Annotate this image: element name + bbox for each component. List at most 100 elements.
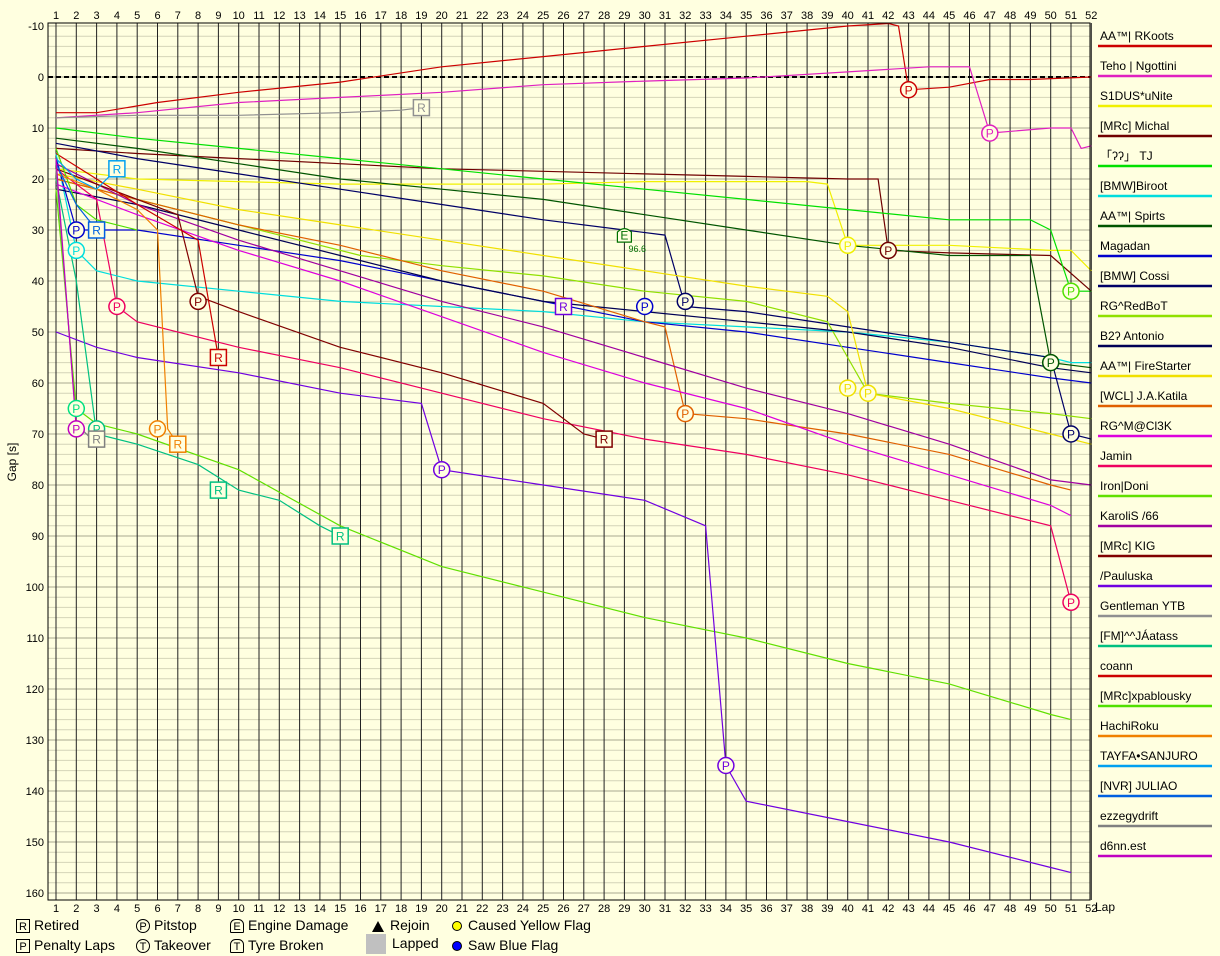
x-tick-label-top: 52 xyxy=(1085,10,1097,22)
legend-entry: S1DUS*uNite xyxy=(1098,89,1212,108)
svg-text:d6nn.est: d6nn.est xyxy=(1100,839,1147,853)
legend-entry: [FM]^^JÁatass xyxy=(1098,628,1212,648)
svg-text:R: R xyxy=(173,438,182,452)
x-tick-label-bottom: 22 xyxy=(476,903,488,915)
legend-entry: B2ʔ Antonio xyxy=(1098,329,1212,348)
x-tick-label-top: 40 xyxy=(842,10,854,22)
marker-key: R Retired P Penalty Laps P Pitstop T Takeove… xyxy=(16,916,656,956)
retired-marker: R xyxy=(169,435,187,453)
x-tick-label-top: 15 xyxy=(334,10,346,22)
svg-text:Iron|Doni: Iron|Doni xyxy=(1100,479,1148,493)
svg-text:TAYFA•SANJURO: TAYFA•SANJURO xyxy=(1100,749,1198,763)
y-tick-label: 40 xyxy=(32,276,44,288)
x-tick-label-bottom: 39 xyxy=(821,903,833,915)
key-pitstop: P Pitstop xyxy=(136,916,197,934)
x-tick-label-top: 28 xyxy=(598,10,610,22)
legend-entry: [MRc]xpablousky xyxy=(1098,689,1212,708)
retired-marker: R xyxy=(209,348,228,367)
y-tick-label: 110 xyxy=(26,633,44,645)
series-line xyxy=(55,178,341,537)
svg-text:P: P xyxy=(844,382,852,396)
yellow-flag-icon xyxy=(452,921,462,932)
x-tick-label-top: 20 xyxy=(436,10,448,22)
y-axis-label: Gap [s] xyxy=(5,443,19,482)
svg-text:P: P xyxy=(722,759,730,773)
lapped-icon xyxy=(366,934,386,955)
svg-text:P: P xyxy=(1067,285,1075,299)
x-tick-label-bottom: 9 xyxy=(215,903,221,915)
retired-marker: R xyxy=(331,527,349,545)
legend-entry: [MRc] KIG xyxy=(1098,539,1212,558)
pitstop-marker: P xyxy=(108,297,126,316)
x-tick-label-top: 12 xyxy=(273,10,285,22)
rejoin-icon xyxy=(372,920,384,932)
x-tick-label-top: 33 xyxy=(699,10,711,22)
series-line xyxy=(55,127,1092,292)
key-lapped: Lapped xyxy=(366,934,439,955)
x-tick-label-bottom: 18 xyxy=(395,903,407,915)
pitstop-marker: P xyxy=(1041,353,1060,372)
x-tick-label-bottom: 20 xyxy=(436,903,448,915)
svg-text:[NVR] JULIAO: [NVR] JULIAO xyxy=(1100,779,1177,793)
legend-entry: AA™| FireStarter xyxy=(1098,359,1212,378)
series-line xyxy=(55,147,1092,292)
legend-entry: Jamin xyxy=(1098,449,1212,468)
blue-flag-icon xyxy=(452,941,462,952)
key-penalty: P Penalty Laps xyxy=(16,936,115,954)
svg-text:P: P xyxy=(1047,356,1055,370)
retired-marker: R xyxy=(108,160,126,178)
key-engine: E Engine Damage xyxy=(230,916,348,934)
svg-text:RG^M@Cl3K: RG^M@Cl3K xyxy=(1100,419,1172,433)
y-tick-label: 140 xyxy=(26,786,44,798)
x-tick-label-top: 44 xyxy=(923,10,935,22)
y-tick-label: 30 xyxy=(32,225,44,237)
x-tick-label-bottom: 43 xyxy=(902,903,914,915)
svg-text:[WCL] J.A.Katila: [WCL] J.A.Katila xyxy=(1100,389,1188,403)
series-line xyxy=(56,22,1092,114)
x-tick-label-top: 13 xyxy=(293,10,305,22)
x-tick-label-top: 1 xyxy=(53,10,59,22)
x-tick-label-top: 3 xyxy=(94,10,100,22)
x-tick-label-bottom: 46 xyxy=(963,903,975,915)
pitstop-marker: P xyxy=(1062,593,1080,612)
key-pitstop-label: Pitstop xyxy=(154,917,197,933)
x-tick-label-top: 37 xyxy=(781,10,793,22)
tyre-broken-icon: T xyxy=(230,939,244,954)
x-tick-label-bottom: 47 xyxy=(984,903,996,915)
y-tick-label: -10 xyxy=(28,21,44,33)
x-tick-label-bottom: 37 xyxy=(781,903,793,915)
takeover-icon: T xyxy=(136,939,150,954)
x-tick-label-bottom: 42 xyxy=(882,903,894,915)
key-blue-flag: Saw Blue Flag xyxy=(452,936,558,954)
pitstop-marker: P xyxy=(1062,282,1080,300)
legend-entry: /Pauluska xyxy=(1098,569,1212,588)
series-line xyxy=(55,107,422,119)
x-tick-label-top: 35 xyxy=(740,10,752,22)
legend-entry: RG^RedBoT xyxy=(1098,299,1212,318)
key-engine-label: Engine Damage xyxy=(248,917,349,933)
x-tick-label-top: 2 xyxy=(73,10,79,22)
x-tick-label-top: 5 xyxy=(134,10,140,22)
svg-text:P: P xyxy=(864,387,872,401)
legend-entry: coann xyxy=(1098,659,1212,678)
svg-text:[BMW]Biroot: [BMW]Biroot xyxy=(1100,179,1168,193)
x-tick-label-top: 25 xyxy=(537,10,549,22)
y-tick-label: 90 xyxy=(32,531,44,543)
svg-text:ezzegydrift: ezzegydrift xyxy=(1100,809,1159,823)
y-tick-label: 60 xyxy=(32,378,44,390)
svg-text:P: P xyxy=(93,422,101,436)
x-tick-label-bottom: 35 xyxy=(740,903,752,915)
x-tick-label-bottom: 24 xyxy=(517,903,529,915)
svg-text:AA™| Spirts: AA™| Spirts xyxy=(1100,209,1165,223)
x-tick-label-top: 50 xyxy=(1045,10,1057,22)
svg-text:P: P xyxy=(72,422,80,436)
key-retired-label: Retired xyxy=(34,917,80,933)
svg-text:P: P xyxy=(438,463,446,477)
x-tick-label-top: 39 xyxy=(821,10,833,22)
x-tick-label-bottom: 13 xyxy=(293,903,305,915)
x-tick-label-bottom: 3 xyxy=(94,903,100,915)
key-takeover-label: Takeover xyxy=(154,937,211,953)
x-tick-label-bottom: 11 xyxy=(253,903,264,915)
x-axis-label: Lap xyxy=(1095,900,1115,914)
